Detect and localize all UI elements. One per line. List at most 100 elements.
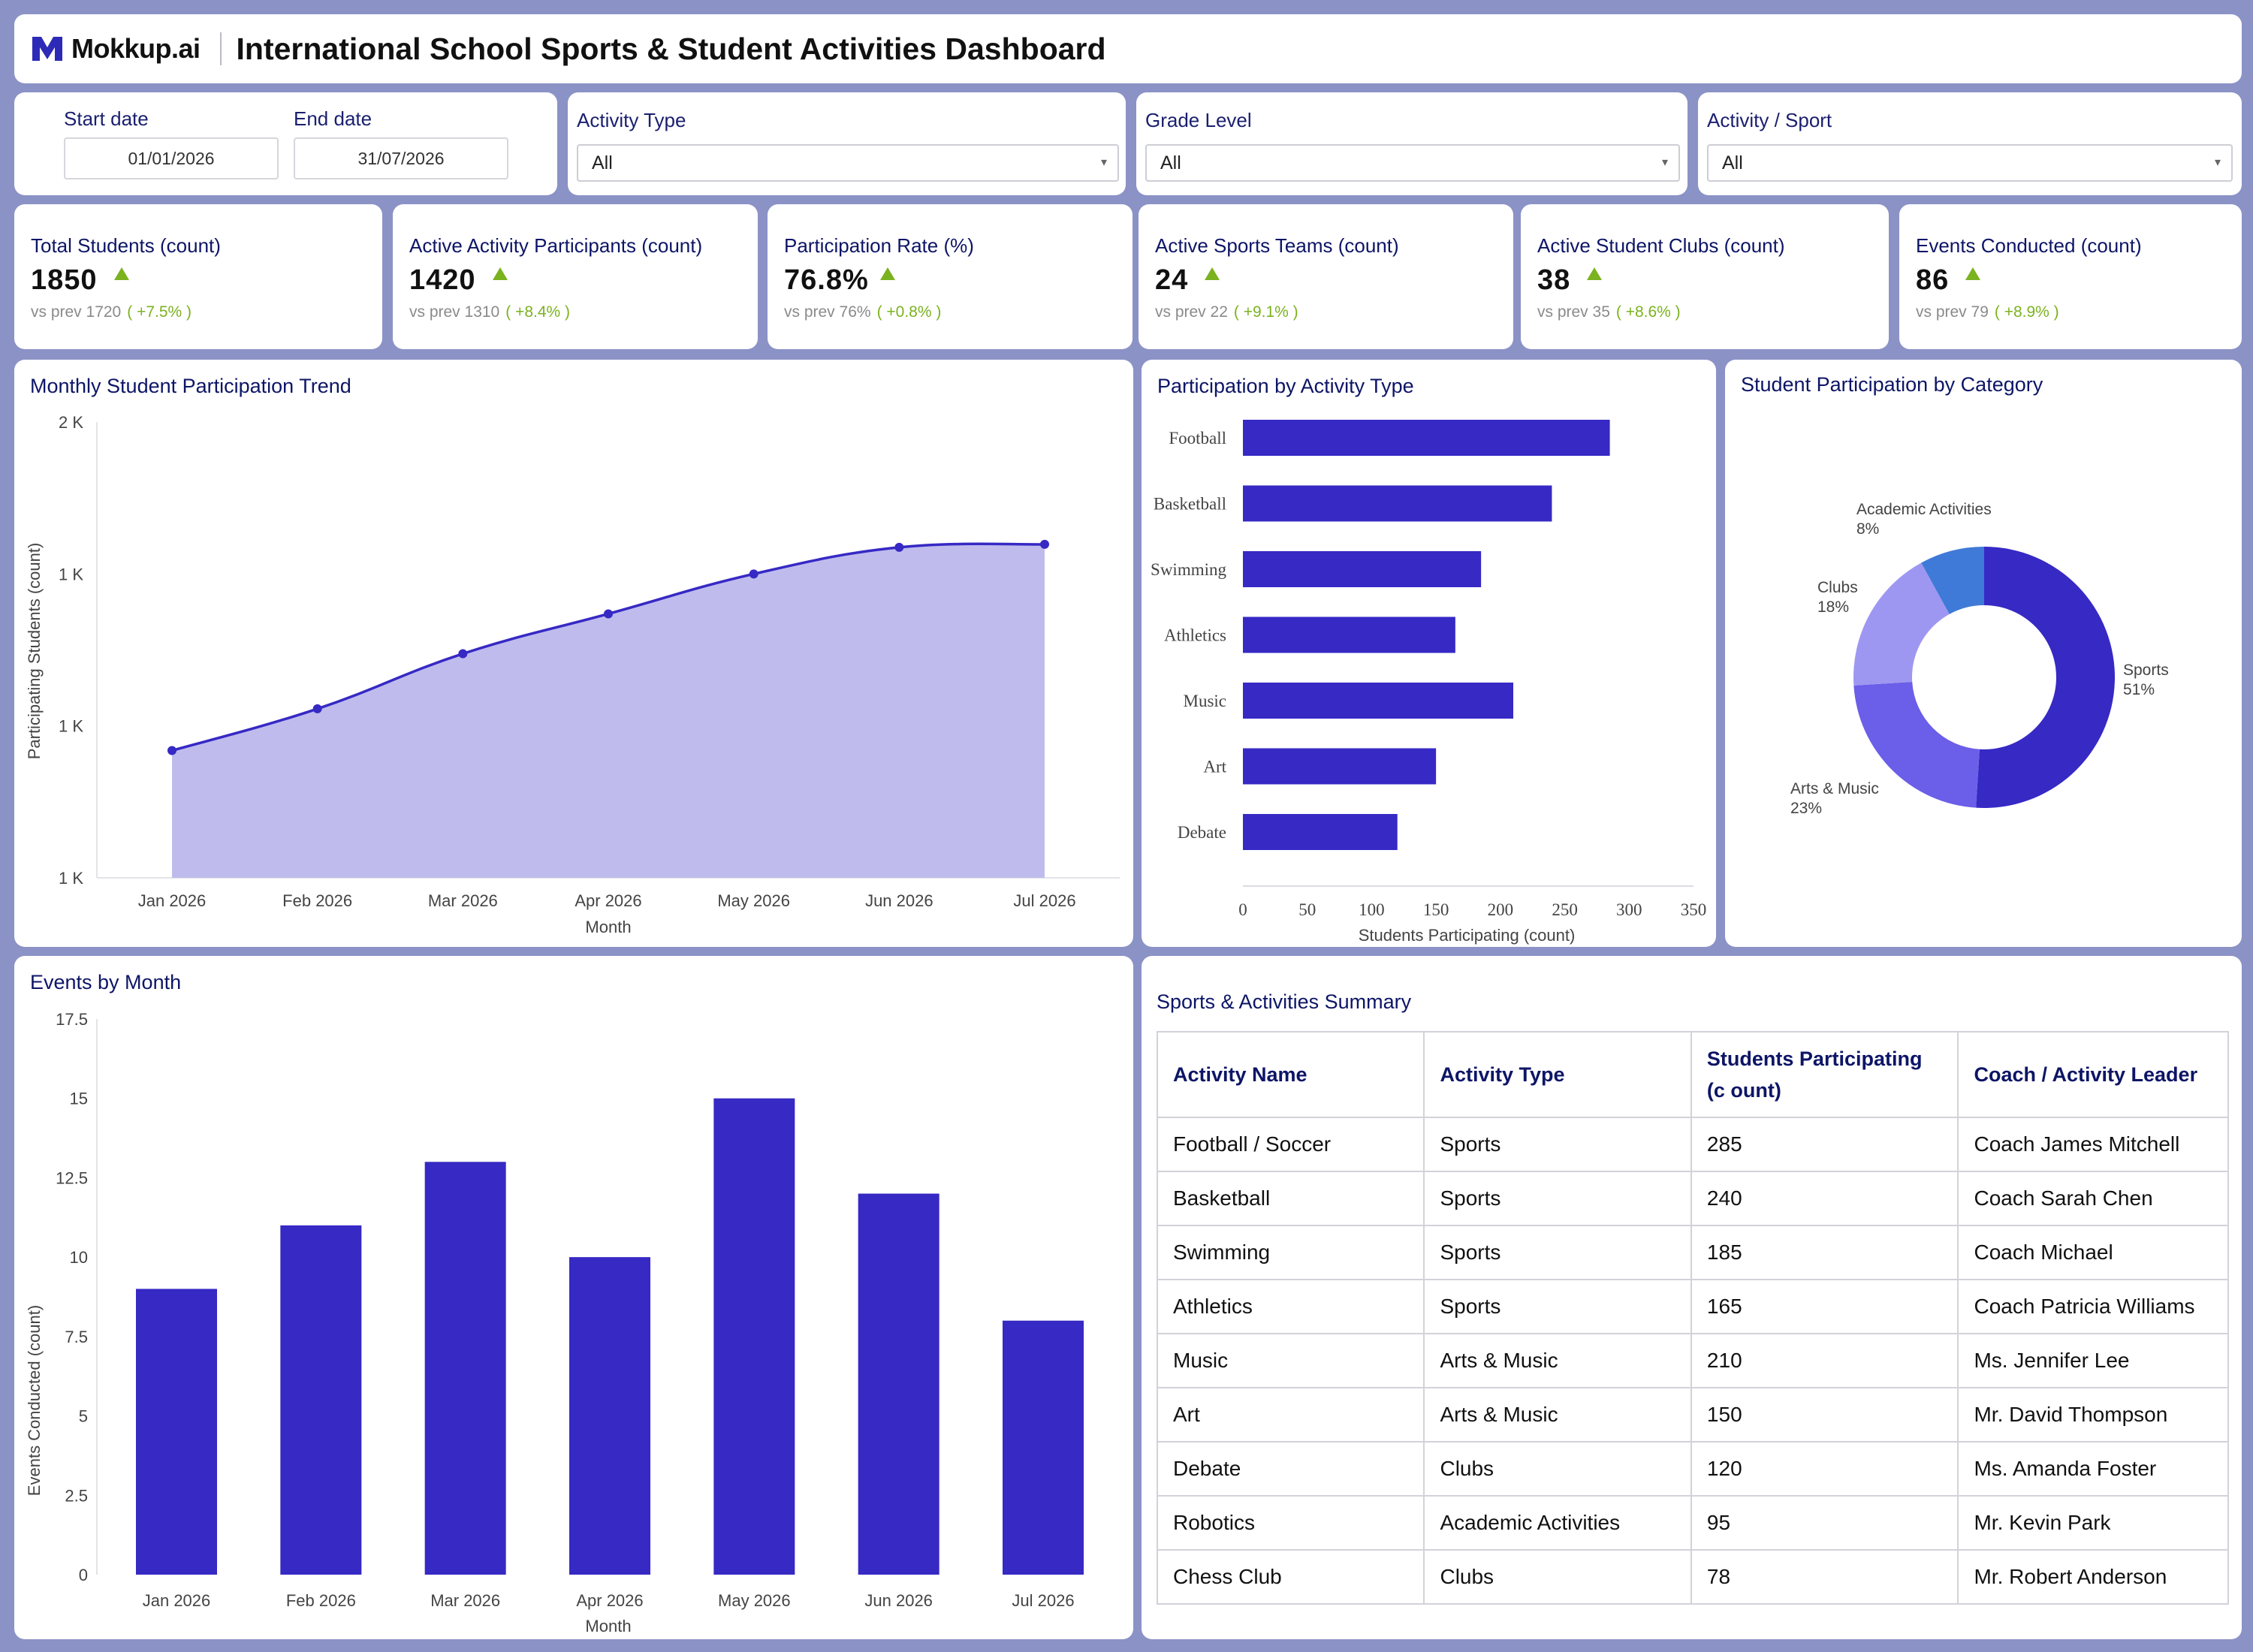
x-axis-label: Month — [585, 918, 631, 936]
data-point[interactable] — [458, 649, 468, 659]
kpi-comparison: vs prev 76% ( +0.8% ) — [784, 303, 941, 321]
cell-coach: Coach Patricia Williams — [1957, 1279, 2229, 1334]
x-tick-label: 0 — [1238, 900, 1247, 919]
bar[interactable] — [1243, 485, 1552, 522]
bar[interactable] — [1243, 814, 1398, 850]
kpi-change: ( +7.5% ) — [127, 303, 192, 321]
x-tick-label: 350 — [1681, 900, 1707, 919]
table-row[interactable]: Football / Soccer Sports 285 Coach James Mi… — [1156, 1117, 2229, 1172]
bar[interactable] — [136, 1289, 217, 1575]
activity-sport-select[interactable]: All ▾ — [1707, 144, 2233, 182]
cell-activity-type: Sports — [1423, 1279, 1692, 1334]
chevron-down-icon: ▾ — [1100, 156, 1107, 169]
table-row[interactable]: Basketball Sports 240 Coach Sarah Chen — [1156, 1171, 2229, 1226]
bar[interactable] — [1243, 551, 1482, 587]
bar[interactable] — [569, 1257, 650, 1575]
cell-coach: Coach James Mitchell — [1957, 1117, 2229, 1172]
cell-activity-type: Academic Activities — [1423, 1495, 1692, 1551]
participation-trend-chart: 2 K 1 K 1 K 1 K Jan 2026 Feb 2026 Mar 2026 Apr … — [25, 413, 1120, 936]
cell-activity-name: Athletics — [1156, 1279, 1425, 1334]
x-tick-label: Feb 2026 — [282, 891, 352, 910]
table-row[interactable]: Art Arts & Music 150 Mr. David Thompson — [1156, 1387, 2229, 1442]
data-point[interactable] — [1040, 539, 1049, 549]
activity-type-select[interactable]: All ▾ — [577, 144, 1119, 182]
y-axis-label: Events Conducted (count) — [25, 1305, 44, 1496]
bar[interactable] — [858, 1193, 940, 1575]
participation-trend-card: Monthly Student Participation Trend 2 K 1… — [14, 360, 1133, 947]
table-title: Sports & Activities Summary — [1157, 990, 1412, 1013]
cell-activity-name: Chess Club — [1156, 1549, 1425, 1605]
cell-activity-type: Clubs — [1423, 1549, 1692, 1605]
y-tick-label: 5 — [79, 1407, 88, 1426]
donut-slice[interactable] — [1853, 682, 1980, 808]
cell-coach: Ms. Jennifer Lee — [1957, 1333, 2229, 1388]
cell-coach: Mr. Robert Anderson — [1957, 1549, 2229, 1605]
kpi-comparison: vs prev 22 ( +9.1% ) — [1155, 303, 1298, 321]
kpi-comparison: vs prev 35 ( +8.6% ) — [1537, 303, 1681, 321]
bar[interactable] — [1243, 748, 1437, 785]
bar[interactable] — [1003, 1320, 1084, 1575]
kpi-title: Events Conducted (count) — [1916, 234, 2142, 257]
area-fill — [172, 544, 1045, 878]
slice-label: Arts & Music — [1790, 780, 1879, 797]
cell-activity-name: Debate — [1156, 1441, 1425, 1497]
cell-students: 120 — [1690, 1441, 1959, 1497]
cell-coach: Mr. Kevin Park — [1957, 1495, 2229, 1551]
slice-percent: 8% — [1856, 520, 1879, 538]
data-point[interactable] — [312, 704, 322, 713]
summary-table: Activity Name Activity Type Students Par… — [1156, 1031, 2229, 1605]
y-tick-label: 0 — [79, 1566, 88, 1584]
data-point[interactable] — [749, 569, 759, 579]
y-tick-label: 1 K — [59, 869, 83, 888]
cell-activity-name: Music — [1156, 1333, 1425, 1388]
start-date-input[interactable]: 01/01/2026 — [64, 137, 279, 179]
column-header-coach[interactable]: Coach / Activity Leader — [1957, 1031, 2229, 1118]
table-row[interactable]: Robotics Academic Activities 95 Mr. Kevin P… — [1156, 1495, 2229, 1551]
table-row[interactable]: Athletics Sports 165 Coach Patricia William… — [1156, 1279, 2229, 1334]
data-point[interactable] — [604, 609, 613, 619]
y-tick-label: 7.5 — [65, 1328, 88, 1346]
bar[interactable] — [1243, 420, 1610, 456]
column-header-activity-type[interactable]: Activity Type — [1423, 1031, 1692, 1118]
x-tick-label: Mar 2026 — [428, 891, 498, 910]
activity-type-card: Participation by Activity Type Football B… — [1142, 360, 1716, 947]
column-header-students[interactable]: Students Participating (c ount) — [1690, 1031, 1959, 1118]
donut-slice[interactable] — [1921, 547, 1984, 614]
kpi-value: 1420 — [409, 264, 476, 296]
table-row[interactable]: Debate Clubs 120 Ms. Amanda Foster — [1156, 1441, 2229, 1497]
bar[interactable] — [424, 1162, 506, 1575]
slice-percent: 23% — [1790, 800, 1822, 817]
x-tick-label: Jan 2026 — [138, 891, 207, 910]
x-tick-label: 200 — [1488, 900, 1514, 919]
cell-activity-type: Arts & Music — [1423, 1387, 1692, 1442]
activity-type-chart: Football Basketball Swimming Athletics Music… — [1151, 420, 1707, 945]
bar[interactable] — [280, 1225, 362, 1575]
summary-table-card: Sports & Activities Summary Activity Nam… — [1142, 956, 2242, 1639]
activity-type-label: Activity Type — [577, 109, 686, 131]
data-point[interactable] — [167, 746, 176, 755]
bar[interactable] — [713, 1098, 795, 1575]
header-bar: Mokkup.ai International School Sports & … — [14, 14, 2242, 83]
bar[interactable] — [1243, 616, 1455, 653]
cell-activity-type: Sports — [1423, 1171, 1692, 1226]
activity-sport-label: Activity / Sport — [1707, 109, 1832, 131]
table-row[interactable]: Swimming Sports 185 Coach Michael — [1156, 1225, 2229, 1280]
trend-up-icon — [880, 267, 895, 280]
x-tick-label: May 2026 — [717, 891, 790, 910]
cell-activity-name: Football / Soccer — [1156, 1117, 1425, 1172]
donut-slice[interactable] — [1976, 547, 2115, 808]
column-header-activity-name[interactable]: Activity Name — [1156, 1031, 1425, 1118]
end-date-input[interactable]: 31/07/2026 — [294, 137, 508, 179]
data-point[interactable] — [894, 542, 904, 552]
logo[interactable]: Mokkup.ai — [31, 33, 201, 65]
donut-slice[interactable] — [1853, 562, 1950, 686]
y-tick-label: Swimming — [1151, 560, 1226, 579]
cell-students: 185 — [1690, 1225, 1959, 1280]
x-tick-label: May 2026 — [718, 1591, 791, 1610]
table-row[interactable]: Chess Club Clubs 78 Mr. Robert Anderson — [1156, 1549, 2229, 1605]
grade-level-select[interactable]: All ▾ — [1145, 144, 1680, 182]
table-row[interactable]: Music Arts & Music 210 Ms. Jennifer Lee — [1156, 1333, 2229, 1388]
bar[interactable] — [1243, 683, 1513, 719]
kpi-comparison: vs prev 79 ( +8.9% ) — [1916, 303, 2059, 321]
y-tick-label: Football — [1169, 429, 1226, 448]
